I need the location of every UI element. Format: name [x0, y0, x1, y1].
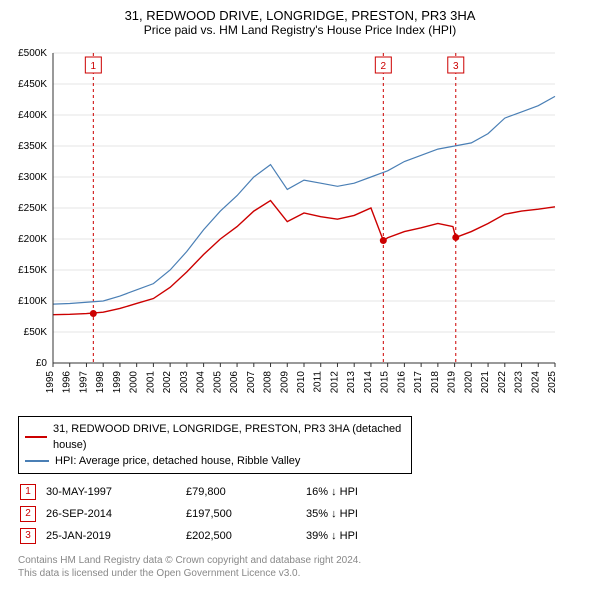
svg-text:£0: £0 [36, 358, 48, 369]
svg-text:£250K: £250K [18, 203, 47, 214]
svg-text:2001: 2001 [145, 371, 156, 394]
svg-text:£300K: £300K [18, 172, 47, 183]
svg-text:3: 3 [453, 61, 459, 72]
svg-text:2018: 2018 [430, 371, 441, 394]
marker-badge: 3 [20, 528, 36, 544]
transaction-price: £197,500 [186, 504, 304, 524]
svg-text:2012: 2012 [329, 371, 340, 394]
svg-text:2014: 2014 [363, 371, 374, 394]
svg-text:2016: 2016 [396, 371, 407, 394]
svg-text:2021: 2021 [480, 371, 491, 394]
svg-text:2025: 2025 [547, 371, 558, 394]
legend-swatch-2 [25, 460, 49, 462]
legend: 31, REDWOOD DRIVE, LONGRIDGE, PRESTON, P… [18, 416, 412, 474]
legend-swatch-1 [25, 436, 47, 438]
svg-text:2022: 2022 [497, 371, 508, 394]
svg-text:1998: 1998 [95, 371, 106, 394]
transaction-date: 30-MAY-1997 [46, 482, 184, 502]
svg-text:2002: 2002 [162, 371, 173, 394]
svg-text:2017: 2017 [413, 371, 424, 394]
marker-badge: 1 [20, 484, 36, 500]
svg-text:£350K: £350K [18, 141, 47, 152]
svg-text:£100K: £100K [18, 296, 47, 307]
transaction-delta: 35% ↓ HPI [306, 504, 366, 524]
svg-text:2020: 2020 [463, 371, 474, 394]
svg-text:1996: 1996 [62, 371, 73, 394]
svg-text:£200K: £200K [18, 234, 47, 245]
chart-container: 31, REDWOOD DRIVE, LONGRIDGE, PRESTON, P… [0, 0, 600, 580]
svg-text:£50K: £50K [24, 327, 48, 338]
svg-text:2010: 2010 [296, 371, 307, 394]
transaction-row: 2 26-SEP-2014£197,50035% ↓ HPI [20, 504, 366, 524]
chart-title: 31, REDWOOD DRIVE, LONGRIDGE, PRESTON, P… [0, 0, 600, 23]
chart-area: £0 £50K £100K £150K £200K £250K £300K £350K £400… [5, 43, 595, 408]
svg-text:2006: 2006 [229, 371, 240, 394]
svg-text:2005: 2005 [212, 371, 223, 394]
marker-badge: 2 [20, 506, 36, 522]
svg-text:2003: 2003 [179, 371, 190, 394]
svg-text:1: 1 [91, 61, 97, 72]
svg-text:2011: 2011 [313, 371, 324, 393]
svg-text:1997: 1997 [78, 371, 89, 394]
legend-label-2: HPI: Average price, detached house, Ribb… [55, 453, 300, 469]
transaction-price: £79,800 [186, 482, 304, 502]
footer: Contains HM Land Registry data © Crown c… [18, 554, 582, 580]
legend-row-1: 31, REDWOOD DRIVE, LONGRIDGE, PRESTON, P… [25, 421, 405, 453]
transaction-delta: 39% ↓ HPI [306, 526, 366, 546]
transaction-delta: 16% ↓ HPI [306, 482, 366, 502]
transaction-row: 1 30-MAY-1997£79,80016% ↓ HPI [20, 482, 366, 502]
svg-text:2023: 2023 [514, 371, 525, 394]
svg-text:£400K: £400K [18, 110, 47, 121]
svg-text:1995: 1995 [45, 371, 56, 394]
transactions-table: 1 30-MAY-1997£79,80016% ↓ HPI 2 26-SEP-2014… [18, 480, 368, 548]
footer-line-2: This data is licensed under the Open Gov… [18, 567, 582, 580]
svg-text:2: 2 [381, 61, 387, 72]
transaction-date: 25-JAN-2019 [46, 526, 184, 546]
svg-text:2019: 2019 [447, 371, 458, 394]
svg-text:2007: 2007 [246, 371, 257, 394]
svg-text:£150K: £150K [18, 265, 47, 276]
svg-text:£500K: £500K [18, 48, 47, 59]
svg-text:2008: 2008 [263, 371, 274, 394]
svg-text:2024: 2024 [530, 371, 541, 394]
svg-text:2013: 2013 [346, 371, 357, 394]
svg-text:2004: 2004 [196, 371, 207, 394]
legend-row-2: HPI: Average price, detached house, Ribb… [25, 453, 405, 469]
line-chart-svg: £0 £50K £100K £150K £200K £250K £300K £350K £400… [5, 43, 565, 403]
chart-subtitle: Price paid vs. HM Land Registry's House … [0, 23, 600, 43]
transaction-price: £202,500 [186, 526, 304, 546]
svg-text:2000: 2000 [129, 371, 140, 394]
svg-text:2015: 2015 [380, 371, 391, 394]
svg-text:2009: 2009 [279, 371, 290, 394]
svg-text:1999: 1999 [112, 371, 123, 394]
svg-text:£450K: £450K [18, 79, 47, 90]
transaction-date: 26-SEP-2014 [46, 504, 184, 524]
legend-label-1: 31, REDWOOD DRIVE, LONGRIDGE, PRESTON, P… [53, 421, 405, 453]
transaction-row: 3 25-JAN-2019£202,50039% ↓ HPI [20, 526, 366, 546]
footer-line-1: Contains HM Land Registry data © Crown c… [18, 554, 582, 567]
